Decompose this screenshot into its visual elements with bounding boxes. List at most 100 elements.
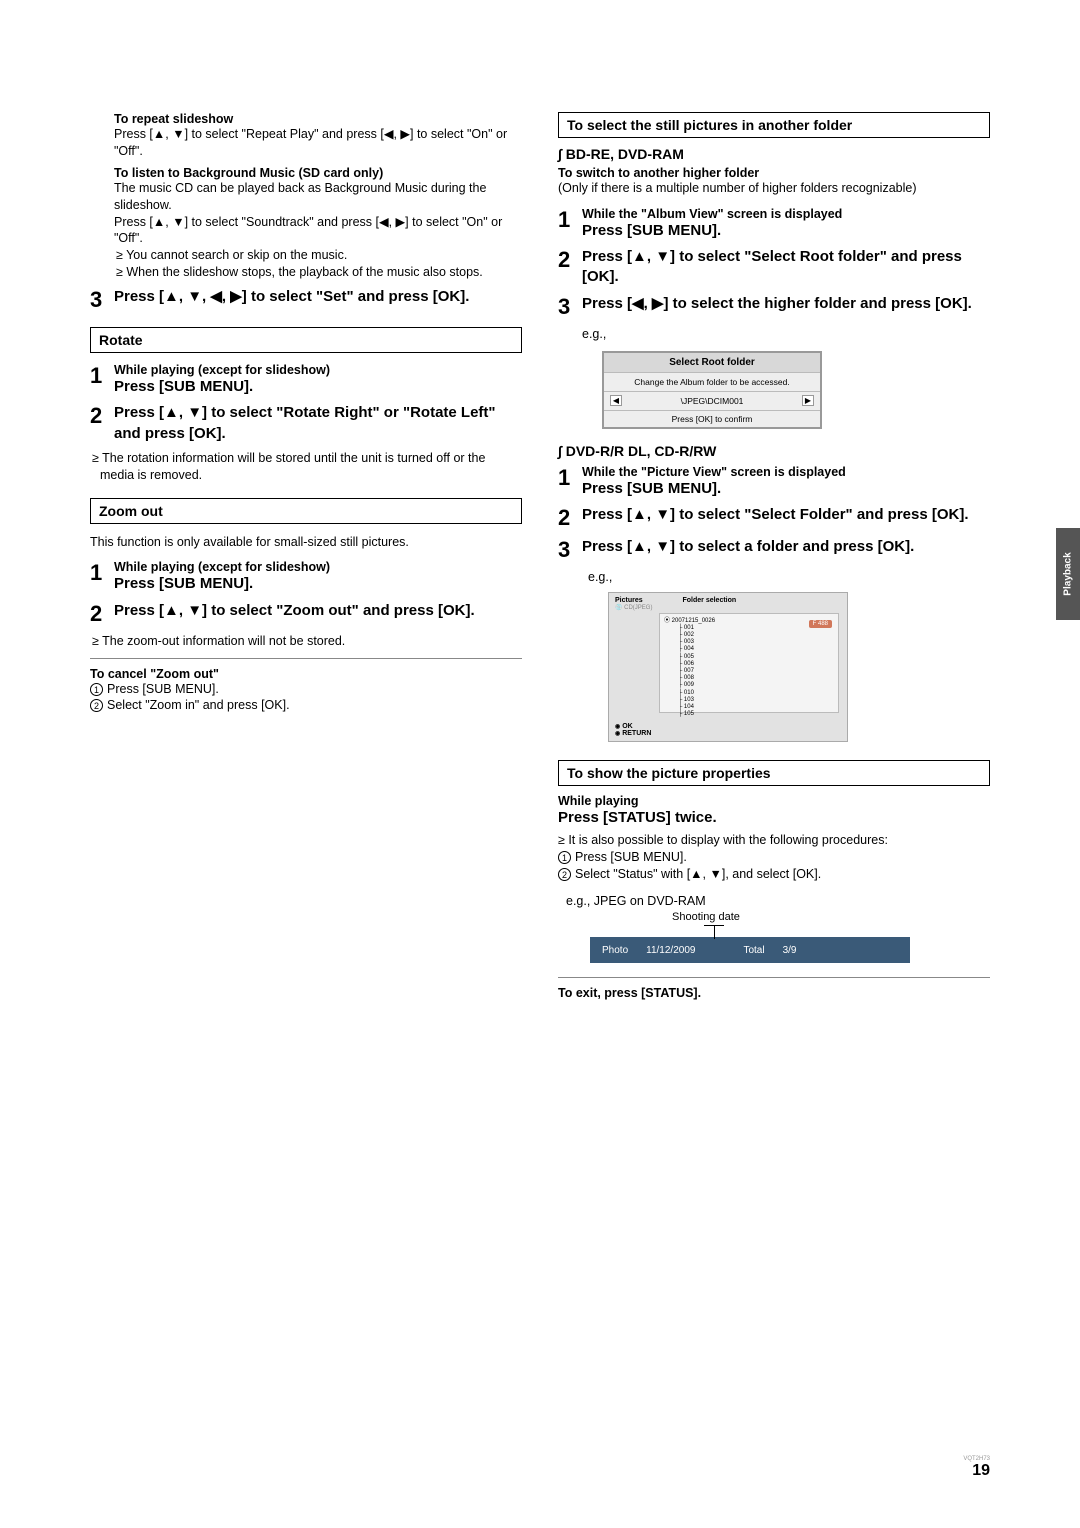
step3-text: Press [▲, ▼, ◀, ▶] to select "Set" and p… bbox=[114, 287, 522, 313]
step-number-1b: 1 bbox=[90, 560, 114, 594]
bdre-heading: ∫ BD-RE, DVD-RAM bbox=[558, 146, 990, 162]
root-folder-diagram: Select Root folder Change the Album fold… bbox=[602, 351, 822, 429]
step3-row: 3 Press [▲, ▼, ◀, ▶] to select "Set" and… bbox=[90, 287, 522, 313]
tree-item: ├ 105 bbox=[678, 711, 834, 718]
bd-s1-bold: Press [SUB MENU]. bbox=[582, 221, 990, 241]
rotate-s1-small: While playing (except for slideshow) bbox=[114, 363, 522, 377]
tree-item: ├ 104 bbox=[678, 704, 834, 711]
dv-step1: 1 While the "Picture View" screen is dis… bbox=[558, 465, 990, 499]
tree-item: ├ 009 bbox=[678, 682, 834, 689]
root-title: Select Root folder bbox=[604, 353, 820, 373]
zoom-intro: This function is only available for smal… bbox=[90, 534, 522, 551]
fd-foot1: OK bbox=[622, 723, 633, 730]
tree-item: ├ 002 bbox=[678, 632, 834, 639]
prop-step2: 2 Select "Status" with [▲, ▼], and select… bbox=[558, 866, 990, 883]
prop-bullet: ≥ It is also possible to display with th… bbox=[558, 832, 990, 849]
fd-header: Pictures 💿 CD(JPEG) Folder selection bbox=[609, 593, 847, 615]
bar-date: 11/12/2009 bbox=[646, 945, 695, 956]
tree-items: ├ 001├ 002├ 003├ 004├ 005├ 006├ 007├ 008… bbox=[664, 625, 834, 718]
tree-item: ├ 008 bbox=[678, 675, 834, 682]
bar-total: Total bbox=[743, 945, 764, 956]
page-number: 19 bbox=[972, 1462, 990, 1480]
bd-step1: 1 While the "Album View" screen is displ… bbox=[558, 207, 990, 241]
right-arrow-icon: ▶ bbox=[802, 395, 814, 406]
switch-head: To switch to another higher folder bbox=[558, 166, 990, 180]
zoom-step2: 2 Press [▲, ▼] to select "Zoom out" and … bbox=[90, 601, 522, 627]
bd-s1-small: While the "Album View" screen is display… bbox=[582, 207, 990, 221]
root-path-row: ◀ \JPEG\DCIM001 ▶ bbox=[604, 391, 820, 411]
switch-body: (Only if there is a multiple number of h… bbox=[558, 180, 990, 197]
repeat-block: To repeat slideshow Press [▲, ▼] to sele… bbox=[90, 112, 522, 160]
section-tab-label: Playback bbox=[1063, 552, 1074, 595]
step-number-2c: 2 bbox=[558, 247, 582, 288]
exit-text: To exit, press [STATUS]. bbox=[558, 986, 990, 1000]
rotate-step2: 2 Press [▲, ▼] to select "Rotate Right" … bbox=[90, 403, 522, 444]
fd-badge: F 488 bbox=[809, 620, 832, 628]
bd-s3: Press [◀, ▶] to select the higher folder… bbox=[582, 294, 990, 320]
circled-1-icon: 1 bbox=[90, 683, 103, 696]
circled-2-icon: 2 bbox=[90, 699, 103, 712]
folder-selection-diagram: Pictures 💿 CD(JPEG) Folder selection F 4… bbox=[608, 592, 848, 742]
zoom-s2: Press [▲, ▼] to select "Zoom out" and pr… bbox=[114, 601, 522, 627]
prop-step1: 1Press [SUB MENU]. bbox=[558, 849, 990, 866]
rotate-step1: 1 While playing (except for slideshow) P… bbox=[90, 363, 522, 397]
prop-bold: Press [STATUS] twice. bbox=[558, 808, 990, 828]
repeat-heading: To repeat slideshow bbox=[114, 112, 522, 126]
bdre-text: BD-RE, DVD-RAM bbox=[566, 146, 684, 162]
right-column: To select the still pictures in another … bbox=[558, 112, 990, 1000]
fd-sub-label: 💿 CD(JPEG) bbox=[615, 604, 652, 611]
eg-label: e.g., bbox=[582, 326, 990, 343]
shooting-date-callout: Shooting date bbox=[658, 911, 990, 931]
zoom-bullet: ≥ The zoom-out information will not be s… bbox=[90, 633, 522, 650]
zoom-s1-bold: Press [SUB MENU]. bbox=[114, 574, 522, 594]
section-tab: Playback bbox=[1056, 528, 1080, 620]
fd-foot2: RETURN bbox=[622, 730, 651, 737]
zoom-step1: 1 While playing (except for slideshow) P… bbox=[90, 560, 522, 594]
bar-count: 3/9 bbox=[783, 945, 797, 956]
step-number-1: 1 bbox=[90, 363, 114, 397]
repeat-body: Press [▲, ▼] to select "Repeat Play" and… bbox=[114, 126, 522, 160]
fd-hdr2: Folder selection bbox=[682, 597, 736, 611]
dv-s3: Press [▲, ▼] to select a folder and pres… bbox=[582, 537, 990, 563]
cancel-heading: To cancel "Zoom out" bbox=[90, 667, 522, 681]
divider2 bbox=[558, 977, 990, 978]
bgm-block: To listen to Background Music (SD card o… bbox=[90, 166, 522, 281]
bgm-bullet1: ≥ You cannot search or skip on the music… bbox=[114, 247, 522, 264]
step-number-2b: 2 bbox=[90, 601, 114, 627]
fd-tree: ⦿ 20071215_0026 ├ 001├ 002├ 003├ 004├ 00… bbox=[664, 618, 834, 719]
step-number-1d: 1 bbox=[558, 465, 582, 499]
step-number-2: 2 bbox=[90, 403, 114, 444]
circled-2b-icon: 2 bbox=[558, 868, 571, 881]
step-number-3c: 3 bbox=[558, 294, 582, 320]
tree-item: ├ 005 bbox=[678, 654, 834, 661]
cancel-1-text: Press [SUB MENU]. bbox=[107, 682, 219, 696]
bgm-body1: The music CD can be played back as Backg… bbox=[114, 180, 522, 214]
prop-2-text: Select "Status" with [▲, ▼], and select … bbox=[575, 867, 821, 881]
bgm-bullet2: ≥ When the slideshow stops, the playback… bbox=[114, 264, 522, 281]
zoom-section-head: Zoom out bbox=[90, 498, 522, 524]
cancel-step1: 1 Press [SUB MENU]. bbox=[90, 681, 522, 698]
tree-item: ├ 007 bbox=[678, 668, 834, 675]
cancel-2-text: Select "Zoom in" and press [OK]. bbox=[107, 698, 290, 712]
dvdr-heading: ∫ DVD-R/R DL, CD-R/RW bbox=[558, 443, 990, 459]
step-number-1c: 1 bbox=[558, 207, 582, 241]
photo-info-bar: Photo 11/12/2009 Total 3/9 bbox=[590, 937, 910, 963]
shoot-label: Shooting date bbox=[672, 911, 740, 923]
fd-hdr1: Pictures bbox=[615, 597, 652, 604]
prop-1-text: Press [SUB MENU]. bbox=[575, 850, 687, 864]
cancel-step2: 2 Select "Zoom in" and press [OK]. bbox=[90, 697, 522, 714]
left-column: To repeat slideshow Press [▲, ▼] to sele… bbox=[90, 112, 522, 1000]
step-number-2d: 2 bbox=[558, 505, 582, 531]
bar-photo: Photo bbox=[602, 945, 628, 956]
bgm-heading: To listen to Background Music (SD card o… bbox=[114, 166, 522, 180]
tree-item: ├ 003 bbox=[678, 639, 834, 646]
root-msg: Change the Album folder to be accessed. bbox=[604, 373, 820, 391]
rotate-section-head: Rotate bbox=[90, 327, 522, 353]
tree-item: ├ 004 bbox=[678, 646, 834, 653]
tree-root-label: 20071215_0026 bbox=[672, 618, 715, 624]
rotate-s1-bold: Press [SUB MENU]. bbox=[114, 377, 522, 397]
dv-step3: 3 Press [▲, ▼] to select a folder and pr… bbox=[558, 537, 990, 563]
rotate-s2: Press [▲, ▼] to select "Rotate Right" or… bbox=[114, 403, 522, 444]
fd-foot: ◉ OK ◉ RETURN bbox=[615, 723, 651, 737]
root-confirm: Press [OK] to confirm bbox=[604, 411, 820, 427]
